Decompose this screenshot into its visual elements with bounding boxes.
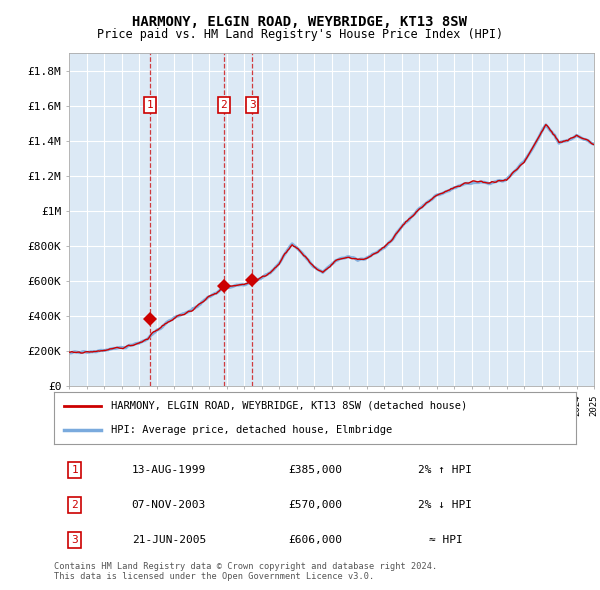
Text: £570,000: £570,000: [288, 500, 342, 510]
Text: £385,000: £385,000: [288, 466, 342, 475]
Text: 21-JUN-2005: 21-JUN-2005: [132, 535, 206, 545]
Text: HARMONY, ELGIN ROAD, WEYBRIDGE, KT13 8SW (detached house): HARMONY, ELGIN ROAD, WEYBRIDGE, KT13 8SW…: [112, 401, 467, 411]
Text: 2% ↓ HPI: 2% ↓ HPI: [419, 500, 473, 510]
Text: 1: 1: [146, 100, 154, 110]
Text: 1: 1: [71, 466, 78, 475]
Text: 3: 3: [71, 535, 78, 545]
Text: 2: 2: [71, 500, 78, 510]
Text: 3: 3: [249, 100, 256, 110]
Text: £606,000: £606,000: [288, 535, 342, 545]
Text: This data is licensed under the Open Government Licence v3.0.: This data is licensed under the Open Gov…: [54, 572, 374, 581]
Text: Price paid vs. HM Land Registry's House Price Index (HPI): Price paid vs. HM Land Registry's House …: [97, 28, 503, 41]
Text: 2: 2: [221, 100, 227, 110]
Text: ≈ HPI: ≈ HPI: [428, 535, 463, 545]
Text: 2% ↑ HPI: 2% ↑ HPI: [419, 466, 473, 475]
Text: 07-NOV-2003: 07-NOV-2003: [132, 500, 206, 510]
Text: HARMONY, ELGIN ROAD, WEYBRIDGE, KT13 8SW: HARMONY, ELGIN ROAD, WEYBRIDGE, KT13 8SW: [133, 15, 467, 29]
Text: Contains HM Land Registry data © Crown copyright and database right 2024.: Contains HM Land Registry data © Crown c…: [54, 562, 437, 571]
Text: HPI: Average price, detached house, Elmbridge: HPI: Average price, detached house, Elmb…: [112, 425, 392, 435]
Text: 13-AUG-1999: 13-AUG-1999: [132, 466, 206, 475]
